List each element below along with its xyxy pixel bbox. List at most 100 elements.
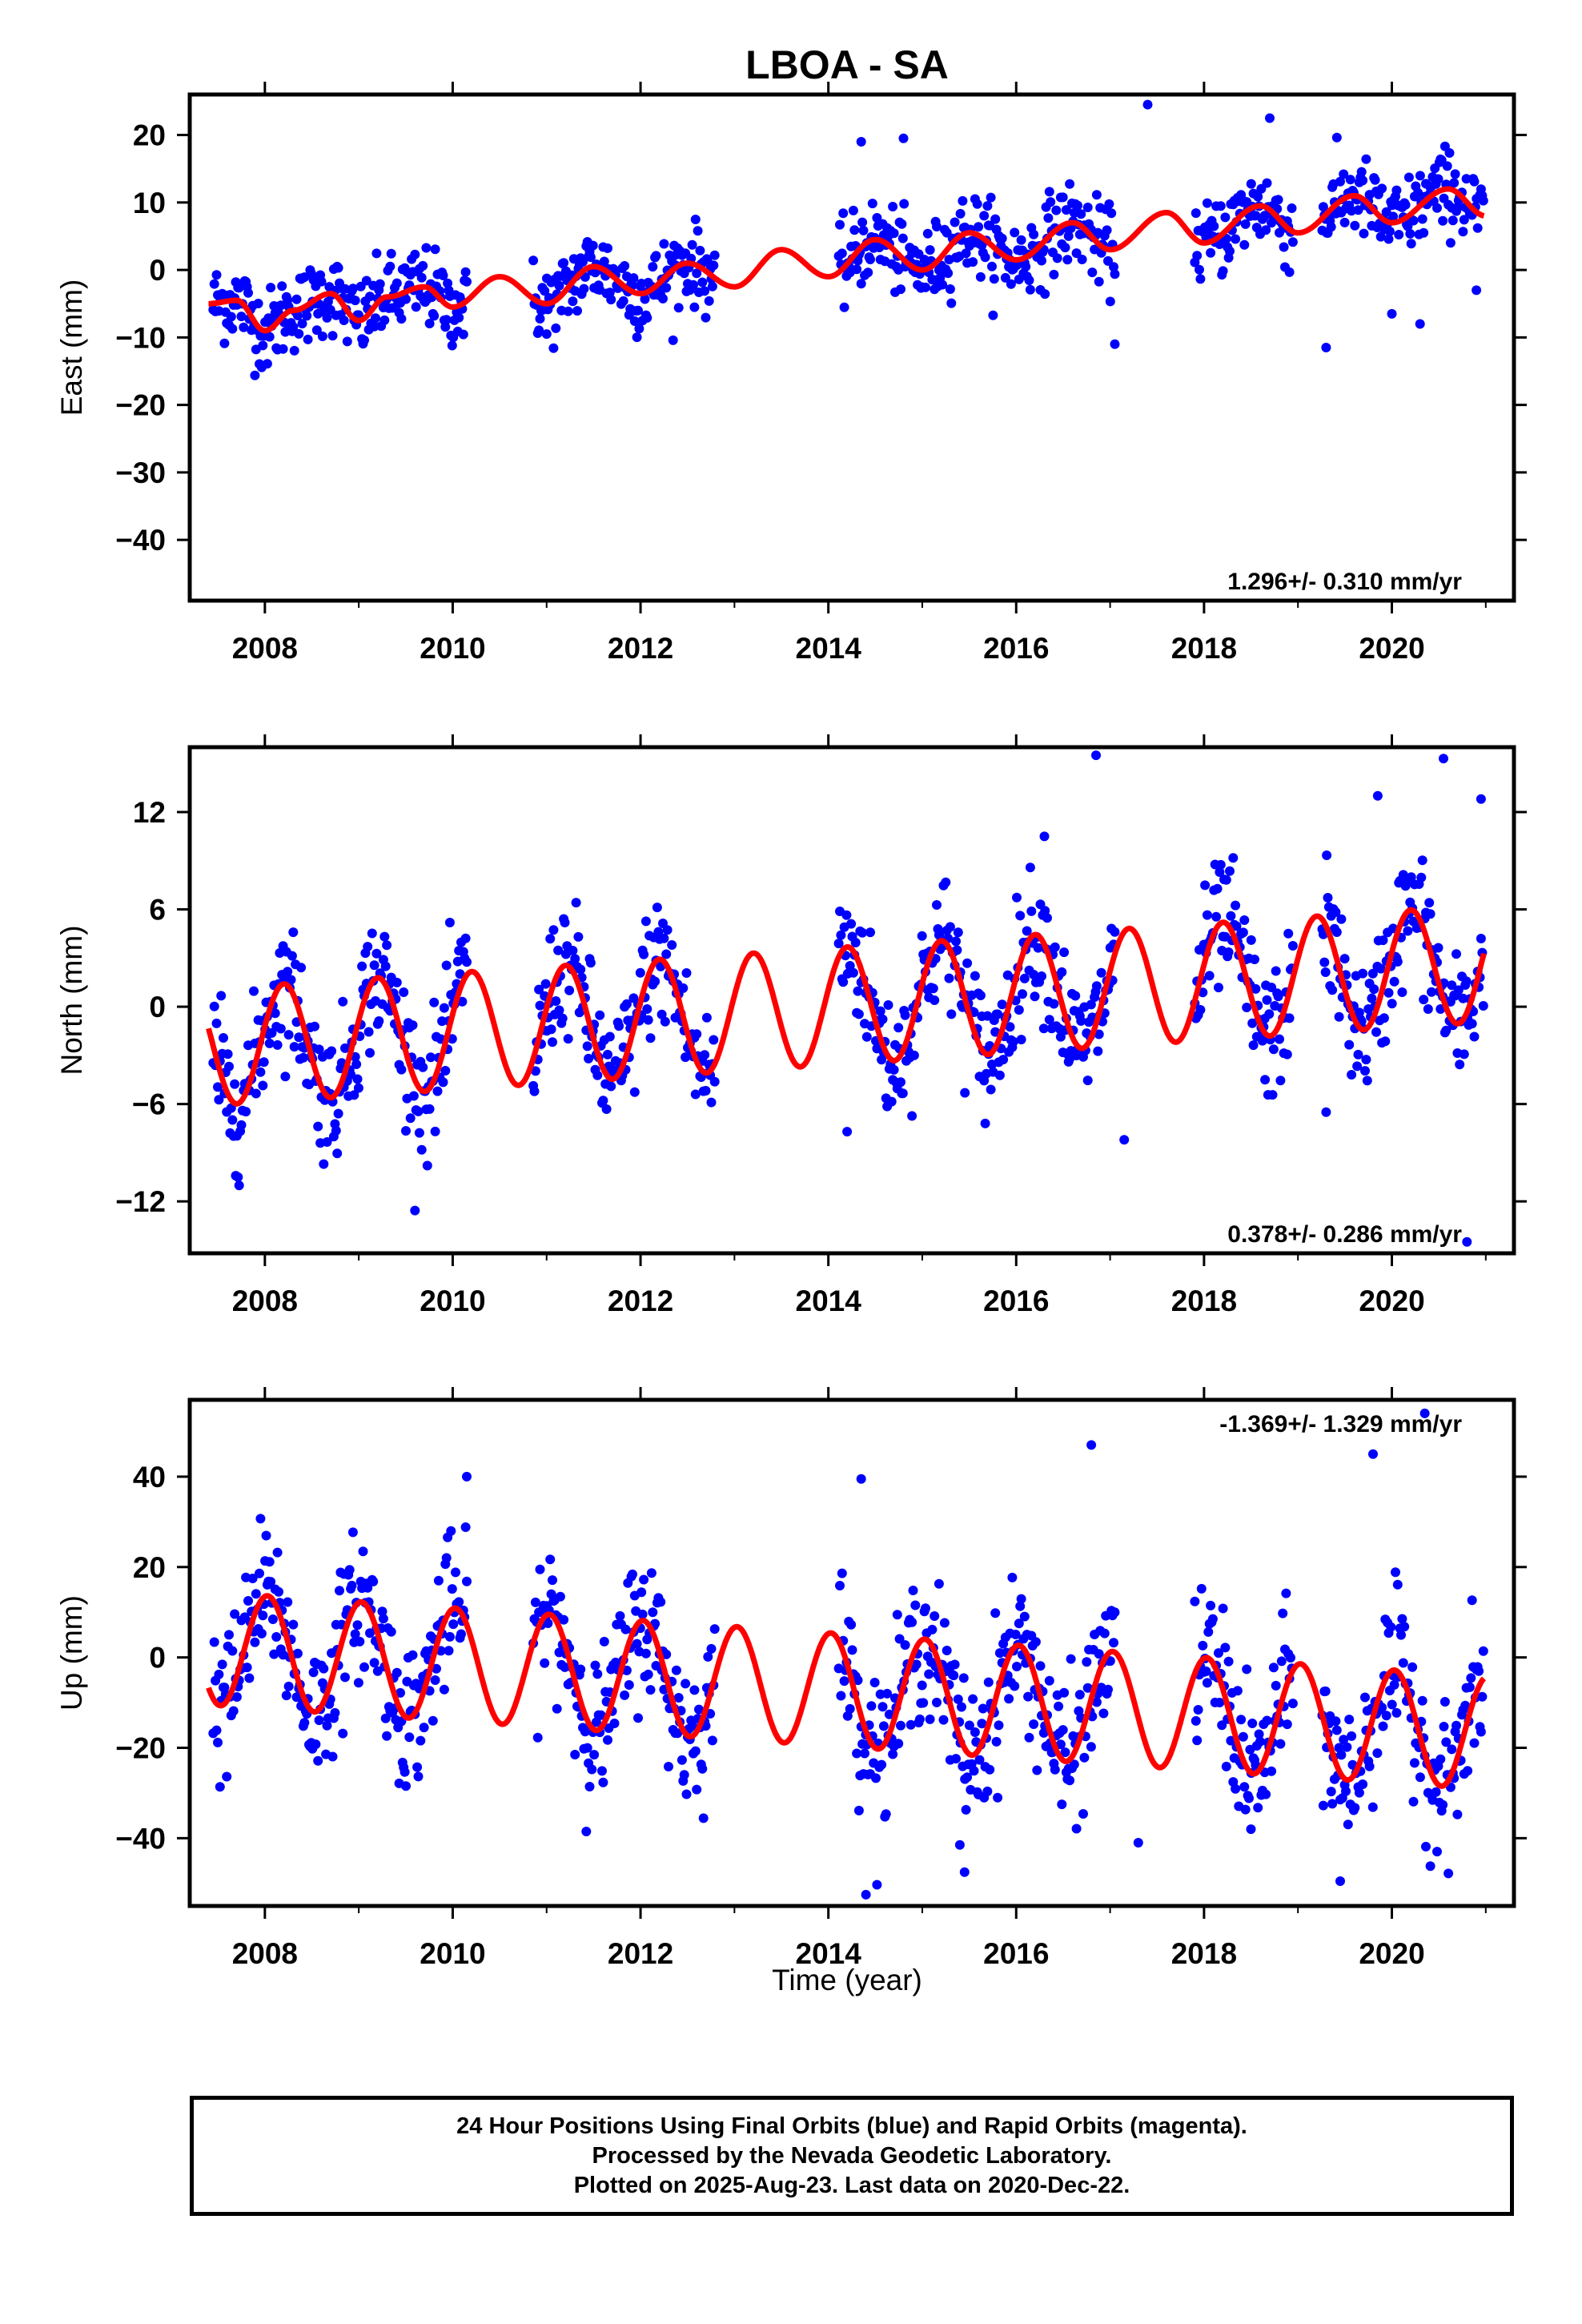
data-point xyxy=(853,986,863,996)
data-point xyxy=(1416,872,1427,883)
data-point xyxy=(1228,853,1239,863)
data-point xyxy=(640,916,651,927)
north-data-points xyxy=(208,750,1488,1247)
data-point xyxy=(1383,987,1394,998)
data-point xyxy=(1354,1787,1364,1798)
data-point xyxy=(209,1637,219,1647)
outlier-point xyxy=(1439,754,1448,764)
data-point xyxy=(1239,239,1250,250)
data-point xyxy=(701,1086,711,1096)
data-point xyxy=(369,960,379,971)
data-point xyxy=(571,898,581,908)
x-tick-label: 2018 xyxy=(1171,632,1237,665)
data-point xyxy=(451,1567,460,1578)
data-point xyxy=(283,1597,293,1607)
data-point xyxy=(1198,1640,1208,1651)
data-point xyxy=(624,1680,634,1690)
data-point xyxy=(1195,1005,1206,1015)
data-point xyxy=(643,1015,653,1025)
data-point xyxy=(352,1074,363,1084)
data-point xyxy=(242,1663,252,1673)
data-point xyxy=(1221,1761,1231,1771)
data-point xyxy=(1353,1049,1363,1059)
data-point xyxy=(662,925,673,935)
east-frame xyxy=(187,92,1516,603)
data-point xyxy=(1076,209,1086,219)
data-point xyxy=(1236,1715,1247,1725)
data-point xyxy=(977,1719,987,1729)
data-point xyxy=(269,1649,279,1659)
data-point xyxy=(620,1690,630,1700)
data-point xyxy=(1015,911,1026,921)
data-point xyxy=(957,1702,966,1712)
data-point xyxy=(897,233,908,243)
data-point xyxy=(1240,1804,1251,1815)
data-point xyxy=(636,1587,647,1598)
data-point xyxy=(914,1714,925,1724)
data-point xyxy=(1254,1729,1264,1739)
data-point xyxy=(938,1715,949,1725)
data-point xyxy=(1427,987,1436,997)
data-point xyxy=(1231,921,1242,931)
data-point xyxy=(869,1678,880,1687)
data-point xyxy=(1387,1699,1397,1710)
data-point xyxy=(283,967,293,977)
data-point xyxy=(410,249,420,259)
data-point xyxy=(681,1052,691,1063)
data-point xyxy=(587,1764,597,1775)
data-point xyxy=(1433,174,1443,184)
data-point xyxy=(872,1880,882,1890)
outlier-point xyxy=(842,1127,853,1137)
data-point xyxy=(1372,1748,1383,1759)
data-point xyxy=(893,1739,904,1749)
data-point xyxy=(548,1575,557,1586)
data-point xyxy=(865,255,875,264)
data-point xyxy=(336,1058,347,1068)
outlier-point xyxy=(856,1474,866,1484)
data-point xyxy=(934,1578,944,1589)
data-point xyxy=(606,295,616,305)
data-point xyxy=(590,1660,600,1671)
data-point xyxy=(440,322,451,332)
data-point xyxy=(1032,1765,1042,1775)
data-point xyxy=(401,294,411,304)
data-point xyxy=(1347,1070,1357,1080)
data-point xyxy=(1477,1691,1488,1702)
data-point xyxy=(444,918,455,927)
data-point xyxy=(582,1743,592,1753)
data-point xyxy=(368,1576,379,1586)
data-point xyxy=(432,1086,443,1096)
data-point xyxy=(351,1059,362,1069)
data-point xyxy=(1360,1692,1370,1703)
data-point xyxy=(1214,983,1223,993)
data-point xyxy=(1467,1019,1477,1029)
data-point xyxy=(690,1746,701,1756)
data-point xyxy=(1478,1001,1488,1011)
data-point xyxy=(573,931,584,942)
data-point xyxy=(363,1027,374,1037)
data-point xyxy=(1014,1618,1024,1629)
data-point xyxy=(426,1052,436,1063)
data-point xyxy=(275,300,286,311)
data-point xyxy=(1421,1841,1431,1852)
data-point xyxy=(1381,1711,1391,1721)
data-point xyxy=(1334,1011,1344,1022)
data-point xyxy=(534,325,544,336)
data-point xyxy=(535,314,545,324)
data-point xyxy=(1051,205,1062,215)
data-point xyxy=(559,1614,569,1625)
data-point xyxy=(865,927,875,938)
data-point xyxy=(620,261,630,271)
data-point xyxy=(250,1637,260,1647)
data-point xyxy=(1242,1664,1252,1675)
data-point xyxy=(340,1043,350,1053)
data-point xyxy=(1066,1654,1076,1664)
data-point xyxy=(921,282,930,292)
data-point xyxy=(640,1648,651,1659)
data-point xyxy=(989,274,999,284)
data-point xyxy=(408,1020,418,1031)
data-point xyxy=(292,1648,303,1659)
data-point xyxy=(1195,274,1206,284)
data-point xyxy=(1246,935,1256,945)
data-point xyxy=(1476,934,1486,943)
